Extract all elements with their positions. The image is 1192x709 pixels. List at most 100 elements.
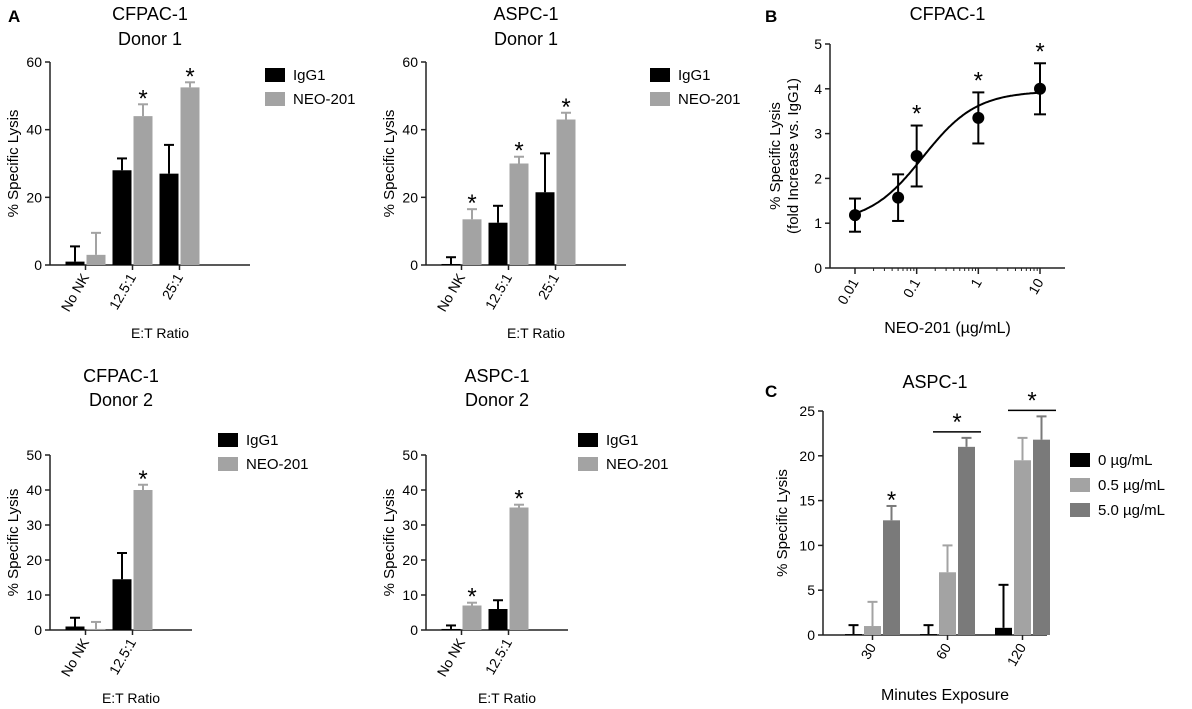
x-tick-label: No NK [434,635,469,679]
significance-star: * [952,409,961,436]
legend-swatch [1070,453,1090,467]
y-axis-label: % Specific Lysis [381,489,398,597]
chart-title: ASPC-1 [902,372,967,392]
x-tick-label: 0.1 [900,275,924,300]
significance-star: * [467,190,476,217]
chart-title: Donor 2 [89,390,153,410]
bar [509,507,529,630]
y-tick-label: 20 [26,189,42,205]
legend-swatch [1070,503,1090,517]
significance-star: * [514,486,523,513]
data-point [910,150,923,162]
y-tick-label: 50 [26,447,42,463]
bar [86,254,106,265]
x-tick-label: No NK [58,270,93,314]
y-tick-label: 20 [26,552,42,568]
x-tick-label: No NK [58,635,93,679]
chart-cfpac-1-donor-2: CFPAC-1 Donor 2 0 10 20 30 40 50 % Specific Lysi… [5,366,309,706]
chart-title: Donor 1 [494,29,558,49]
y-tick-label: 50 [402,447,418,463]
y-tick-label: 40 [26,122,42,138]
y-tick-label: 0 [410,622,418,638]
y-tick-label: 40 [402,122,418,138]
bar [65,626,85,630]
y-tick-label: 10 [799,537,815,553]
chart-title: CFPAC-1 [112,4,188,24]
y-tick-label: 30 [402,517,418,533]
chart-aspc-1-time-course: ASPC-1 0 5 10 15 20 25 % Specific Lysis 30 60 120 *… [774,372,1165,704]
legend-label: 0.5 µg/mL [1098,477,1165,494]
bar [920,634,937,635]
x-tick-label: 12.5:1 [106,635,139,677]
y-tick-label: 20 [799,448,815,464]
bar [180,87,200,265]
chart-title: CFPAC-1 [910,4,986,24]
x-tick-label: 12.5:1 [106,270,139,312]
data-point [1034,82,1046,95]
x-axis-label: NEO-201 (µg/mL) [884,320,1011,337]
fit-curve [854,91,1041,215]
x-tick-label: 12.5:1 [482,270,515,312]
significance-star: * [138,85,147,112]
y-tick-label: 15 [799,493,815,509]
bar [86,628,106,630]
bar [845,634,862,635]
x-tick-label: 30 [857,640,879,662]
bar [535,192,555,265]
bar [65,261,85,265]
legend-label: NEO-201 [246,456,309,473]
legend-swatch [1070,478,1090,492]
legend-label: IgG1 [246,432,279,449]
x-axis-label: Minutes Exposure [881,687,1009,704]
data-point [892,191,905,204]
x-tick-label: 25:1 [159,270,187,302]
legend-swatch [578,433,598,447]
bar [509,163,529,265]
legend-label: IgG1 [293,67,326,84]
x-axis-label: E:T Ratio [507,325,565,341]
bar [864,626,881,635]
data-point [972,111,985,124]
chart-title: ASPC-1 [493,4,558,24]
bar [112,579,132,630]
x-tick-label: 1 [967,275,985,290]
bar [1033,439,1050,635]
chart-title: CFPAC-1 [83,366,159,386]
y-tick-label: 0 [814,260,822,276]
legend-label: NEO-201 [293,91,356,108]
y-tick-label: 40 [402,482,418,498]
y-axis-label: % Specific Lysis [5,110,22,218]
legend-swatch [650,92,670,106]
significance-star: * [138,466,147,493]
y-axis-label: % Specific Lysis [774,469,791,577]
legend-swatch [265,92,285,106]
bar [462,605,482,630]
legend-label: IgG1 [678,67,711,84]
significance-star: * [912,101,921,128]
x-tick-label: 0.01 [834,275,862,307]
y-tick-label: 1 [814,215,822,231]
chart-title: ASPC-1 [464,366,529,386]
y-tick-label: 2 [814,170,822,186]
significance-star: * [974,67,983,94]
y-tick-label: 5 [807,582,815,598]
y-tick-label: 30 [26,517,42,533]
y-tick-label: 20 [402,552,418,568]
x-tick-label: 25:1 [535,270,563,302]
y-tick-label: 20 [402,189,418,205]
x-axis-label: E:T Ratio [102,690,160,706]
chart-aspc-1-donor-1: ASPC-1 Donor 1 0 20 40 60 % Specific Lysis No N… [381,4,741,341]
y-tick-label: 0 [34,257,42,273]
significance-star: * [514,138,523,165]
bar [488,609,508,630]
bar [1014,460,1031,635]
chart-cfpac-1-dose-response: CFPAC-1 0 1 2 3 4 5 % Specific Lysis (fold Incre… [767,4,1065,337]
x-tick-label: 12.5:1 [482,635,515,677]
bar [556,119,576,266]
bar [112,170,132,265]
y-axis-label: % Specific Lysis [767,102,784,210]
panel-label-c: C [765,382,777,401]
y-tick-label: 5 [814,36,822,52]
legend-swatch [218,433,238,447]
legend-label: IgG1 [606,432,639,449]
